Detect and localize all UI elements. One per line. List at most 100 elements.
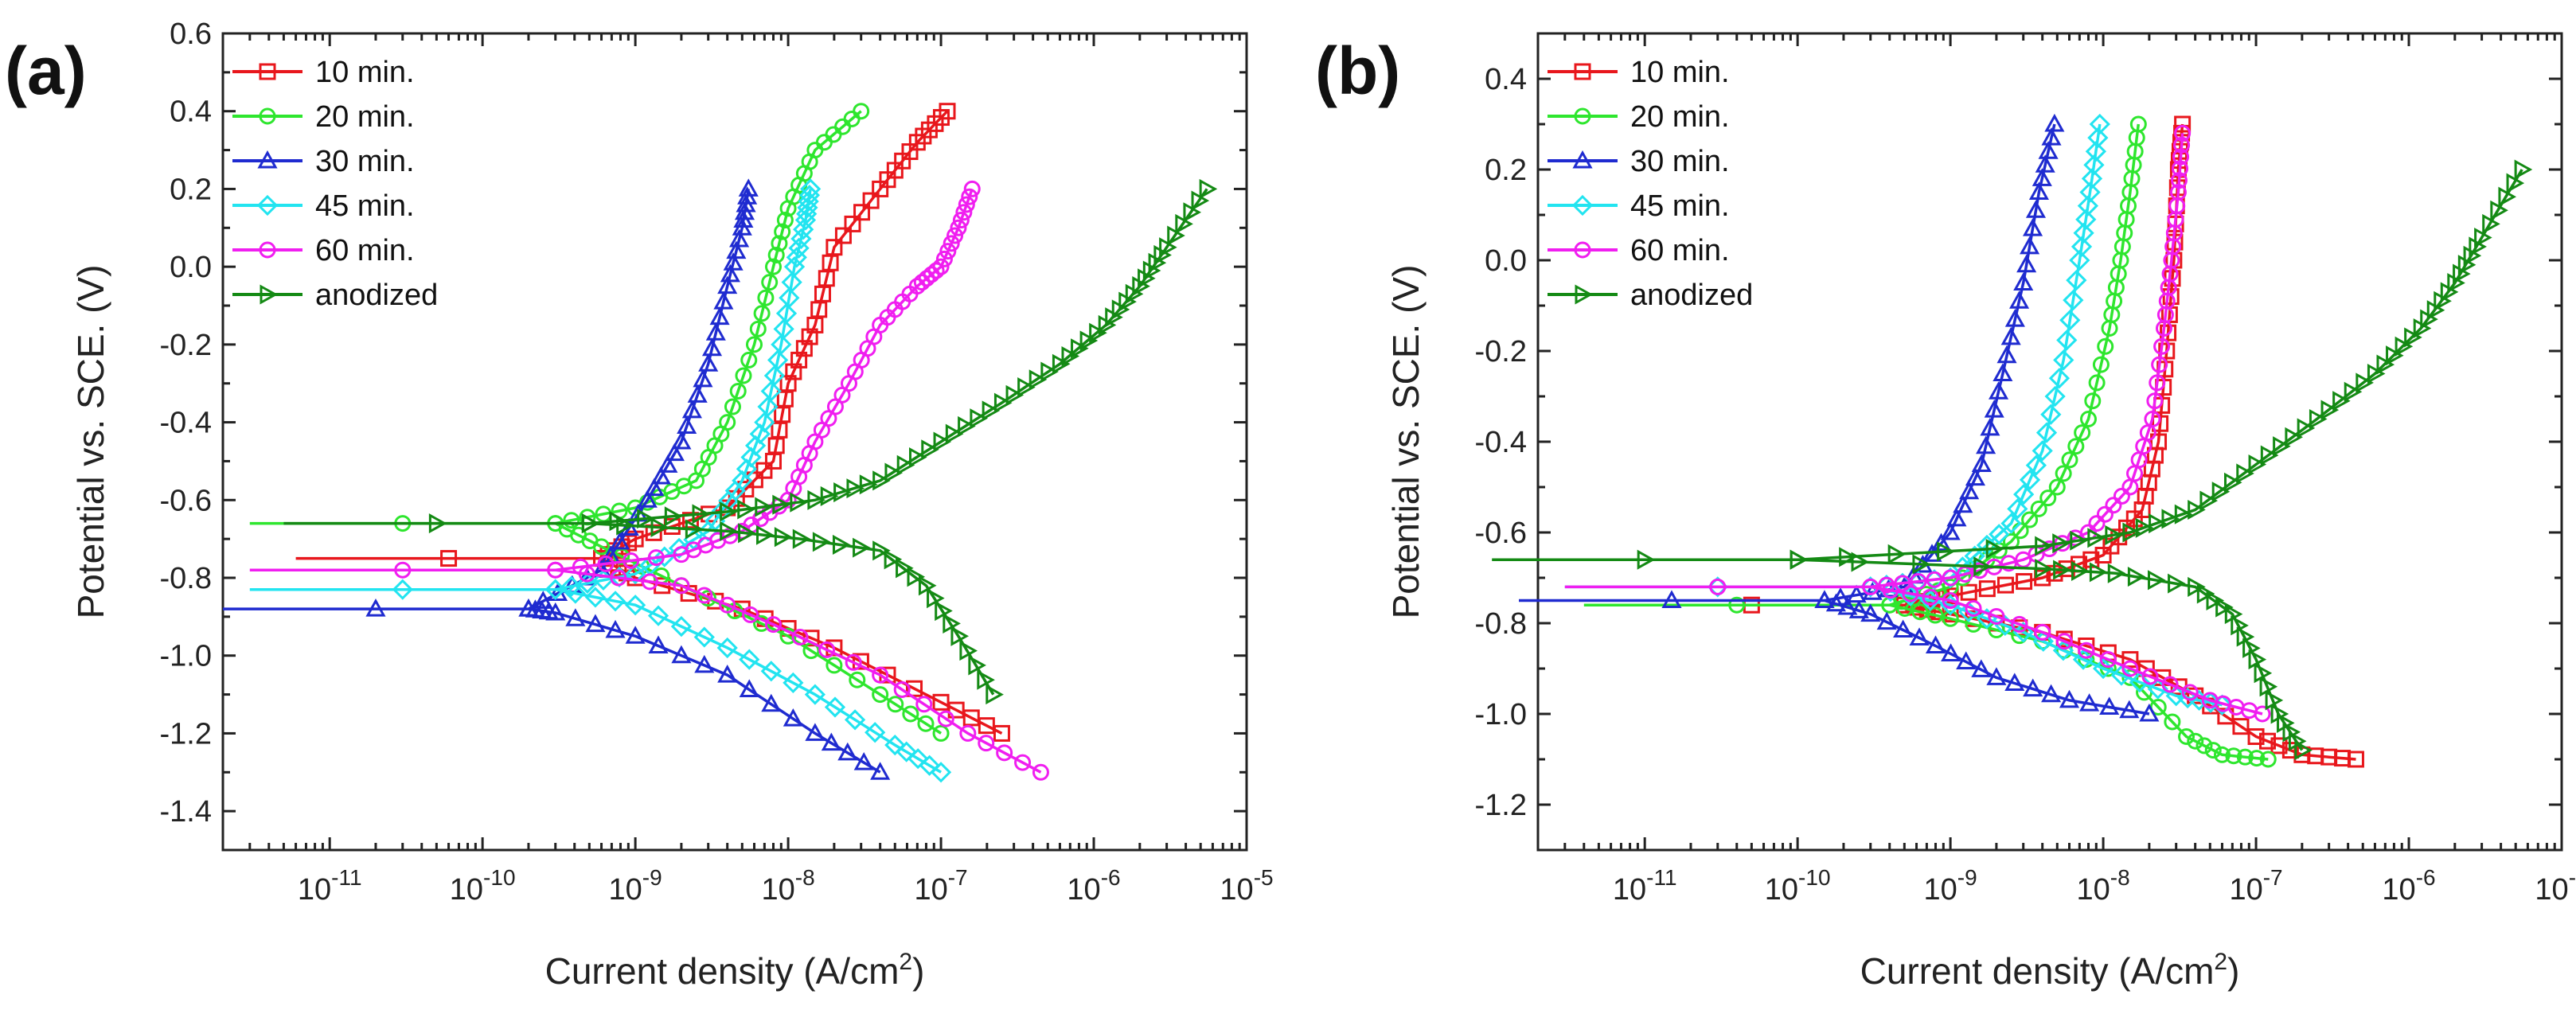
data-point <box>1902 585 1919 602</box>
data-point <box>2032 168 2052 186</box>
data-point <box>2088 515 2106 532</box>
data-point <box>1973 556 1992 577</box>
data-point <box>996 744 1013 762</box>
data-point <box>2158 342 2176 360</box>
data-point <box>671 431 692 450</box>
data-point <box>930 762 952 783</box>
data-point <box>764 452 782 470</box>
data-point <box>2122 522 2141 543</box>
data-point <box>696 587 713 604</box>
data-point <box>2048 478 2066 496</box>
data-point <box>2282 722 2301 743</box>
y-tick-label: 0.0 <box>1485 244 1527 278</box>
data-point <box>945 423 964 444</box>
data-point <box>872 666 889 684</box>
legend-item: 10 min. <box>232 56 415 89</box>
data-point <box>717 665 738 683</box>
legend-item: 45 min. <box>1548 189 1730 223</box>
data-point <box>2019 469 2041 491</box>
data-point <box>1980 417 2000 436</box>
data-point <box>545 602 566 621</box>
data-point <box>2099 651 2117 669</box>
data-point <box>958 196 975 213</box>
data-point <box>810 301 828 318</box>
data-point <box>1996 345 2017 364</box>
y-tick-label: 0.0 <box>170 251 212 284</box>
series-anodized <box>283 178 1218 705</box>
legend-label: 45 min. <box>315 189 415 223</box>
data-point <box>2008 291 2030 309</box>
legend-label: 20 min. <box>1630 100 1730 134</box>
data-point <box>1986 667 2007 685</box>
data-point <box>961 188 978 205</box>
data-point <box>2105 524 2123 545</box>
data-point <box>1965 467 1986 486</box>
data-point <box>795 340 813 357</box>
data-point <box>2127 567 2146 587</box>
data-point <box>915 696 933 713</box>
data-point <box>1971 454 1992 472</box>
data-point <box>746 336 763 353</box>
data-point <box>896 741 917 762</box>
data-point <box>1814 590 1835 608</box>
data-point <box>670 615 693 638</box>
data-point <box>760 380 782 402</box>
data-point <box>365 598 386 617</box>
data-point <box>720 521 738 541</box>
data-point <box>772 494 790 515</box>
y-tick-label: -1.0 <box>160 640 212 673</box>
data-point <box>673 577 690 595</box>
data-point <box>2119 700 2140 719</box>
data-point <box>698 353 719 372</box>
data-point <box>814 285 831 302</box>
data-point <box>2016 573 2033 591</box>
data-point <box>1988 607 2005 625</box>
data-point <box>921 439 939 460</box>
data-point <box>2059 689 2080 708</box>
data-point <box>825 639 843 657</box>
data-point <box>2199 490 2219 511</box>
data-point <box>2404 327 2422 348</box>
data-point <box>716 637 738 659</box>
data-point <box>986 684 1004 705</box>
legend-marker <box>256 194 279 216</box>
data-point <box>533 591 553 609</box>
data-point <box>1061 345 1080 367</box>
legend-marker <box>259 107 276 125</box>
data-point <box>2146 392 2164 410</box>
data-point <box>907 748 929 770</box>
data-point <box>742 606 759 623</box>
legend-item: 45 min. <box>232 189 415 223</box>
y-tick-label: -0.6 <box>160 484 212 517</box>
data-point <box>2067 438 2085 455</box>
data-point <box>2011 615 2028 633</box>
data-point <box>705 322 726 341</box>
data-point <box>1153 244 1172 266</box>
data-point <box>2248 750 2266 767</box>
x-tick-label: 10-5 <box>1220 865 1273 907</box>
data-point <box>806 316 824 333</box>
data-point <box>993 392 1013 413</box>
data-point <box>2044 113 2065 132</box>
data-point <box>2078 641 2095 659</box>
data-point <box>392 579 413 600</box>
data-point <box>2016 254 2037 273</box>
data-point <box>2277 712 2295 733</box>
legend-marker <box>1574 241 1591 259</box>
data-point <box>1960 583 1977 601</box>
data-point <box>845 653 862 671</box>
data-point <box>650 466 671 485</box>
data-point <box>902 705 919 723</box>
data-point <box>1848 600 1869 618</box>
data-point <box>2149 374 2166 392</box>
data-point <box>713 291 734 310</box>
data-point <box>717 275 738 294</box>
data-point <box>563 512 580 529</box>
data-point <box>2079 181 2101 203</box>
data-point <box>2069 249 2090 271</box>
data-point <box>2162 288 2180 306</box>
data-point <box>724 398 741 415</box>
data-point <box>907 567 926 587</box>
data-point <box>739 649 760 670</box>
data-point <box>2224 472 2242 493</box>
